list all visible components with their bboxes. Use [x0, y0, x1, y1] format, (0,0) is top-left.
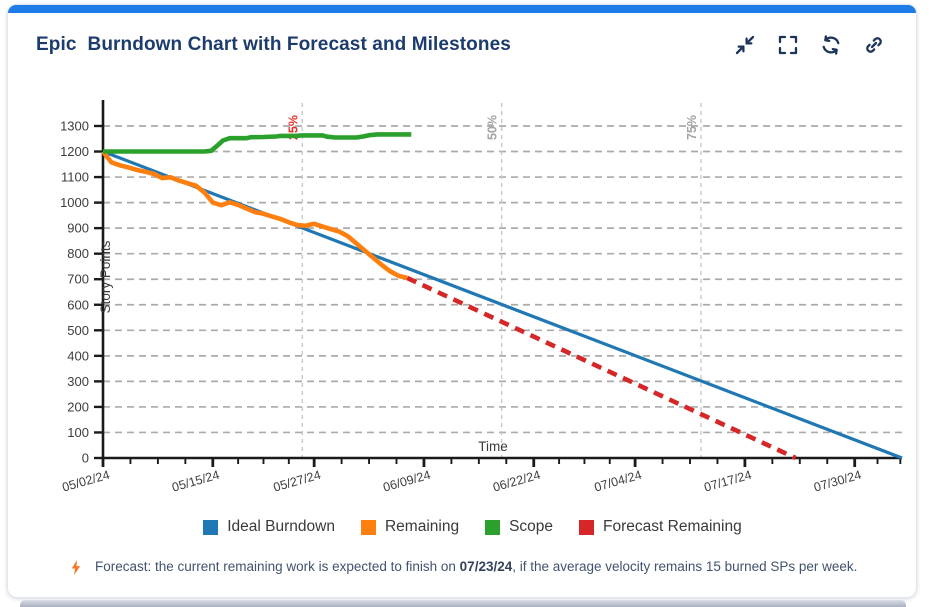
forecast-text-before: Forecast: the current remaining work is …	[95, 559, 460, 574]
collapse-icon	[735, 35, 755, 55]
link-button[interactable]	[862, 33, 886, 57]
fullscreen-button[interactable]	[776, 33, 800, 57]
fullscreen-icon	[778, 35, 798, 55]
legend-swatch	[485, 519, 501, 535]
legend-swatch	[360, 519, 376, 535]
forecast-note-text: Forecast: the current remaining work is …	[95, 558, 857, 576]
next-panel-edge	[20, 600, 906, 607]
legend-label: Remaining	[384, 518, 460, 535]
forecast-note: Forecast: the current remaining work is …	[70, 558, 857, 576]
forecast-date: 07/23/24	[459, 559, 513, 574]
legend-swatch	[579, 519, 595, 535]
title-main: Burndown Chart with Forecast and Milesto…	[87, 34, 511, 55]
legend-label: Ideal Burndown	[227, 518, 335, 535]
title-prefix: Epic	[36, 34, 77, 55]
card-accent-bar	[8, 5, 916, 13]
legend-item-forecast-remaining[interactable]: Forecast Remaining	[579, 518, 742, 536]
legend-label: Scope	[509, 518, 554, 535]
card-header: Epic Burndown Chart with Forecast and Mil…	[8, 13, 916, 57]
collapse-button[interactable]	[733, 33, 757, 57]
chart-toolbar	[733, 33, 886, 57]
forecast-text-after: , if the average velocity remains 15 bur…	[512, 559, 858, 574]
refresh-icon	[822, 35, 840, 55]
legend-item-ideal-burndown[interactable]: Ideal Burndown	[203, 518, 335, 536]
legend-swatch	[203, 519, 219, 535]
legend-item-remaining[interactable]: Remaining	[360, 518, 460, 536]
refresh-button[interactable]	[819, 33, 843, 57]
chart-legend: Ideal Burndown Remaining Scope Forecast Rem…	[8, 518, 929, 536]
lightning-icon	[71, 559, 81, 576]
burndown-card: Epic Burndown Chart with Forecast and Mil…	[7, 4, 917, 598]
link-icon	[866, 37, 882, 53]
legend-item-scope[interactable]: Scope	[485, 518, 553, 536]
page-title: Epic Burndown Chart with Forecast and Mil…	[36, 34, 511, 56]
legend-label: Forecast Remaining	[603, 518, 742, 535]
